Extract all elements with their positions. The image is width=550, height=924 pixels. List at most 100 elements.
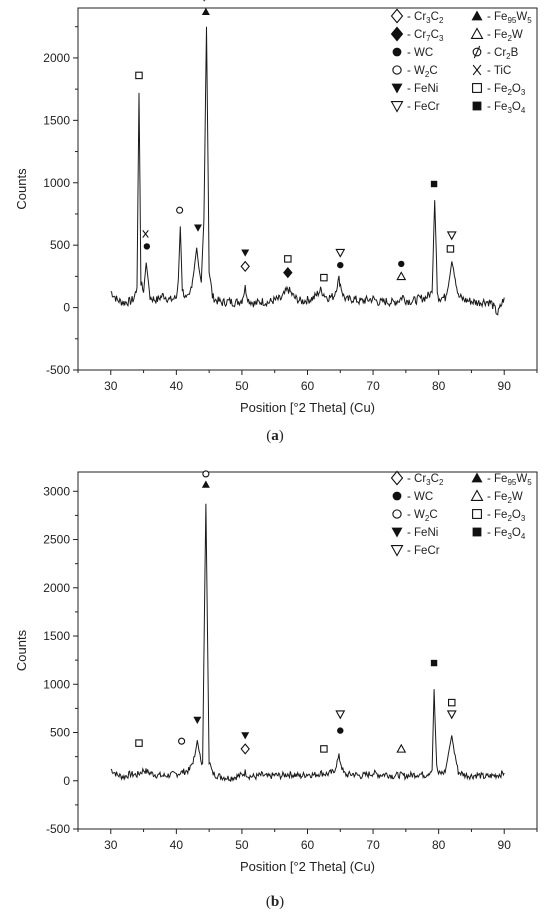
peak-marker-square-open: [446, 245, 455, 253]
legend-symbol-diamond-filled: [390, 26, 404, 42]
caption-a: (a): [266, 428, 284, 444]
peak-marker-tri-down-filled: [193, 716, 202, 724]
peak-marker-tri-down-filled: [241, 249, 250, 257]
legend-symbol-circle-open: [392, 509, 402, 519]
peak-marker-tri-down-open: [446, 231, 457, 241]
legend: - Cr3C2 - Fe95W5 - Cr7C3 - Fe2W - WC - Cr2B - …: [390, 8, 532, 115]
y-tick-label: 2000: [43, 581, 70, 595]
y-tick-label: 3000: [43, 484, 70, 498]
y-tick-label: -500: [46, 363, 70, 377]
legend-symbol-tri-down-filled: [391, 527, 403, 538]
x-tick-label: 40: [170, 379, 184, 393]
peak-marker-tri-up-filled: [201, 480, 210, 488]
legend-entry: - Fe2W: [487, 29, 523, 43]
x-axis-label: Position [°2 Theta] (Cu): [240, 859, 375, 874]
x-tick-label: 30: [104, 838, 118, 852]
legend-entry: - Cr3C2: [407, 11, 444, 25]
legend-symbol-circle-open: [392, 65, 402, 75]
x-tick-label: 70: [366, 379, 380, 393]
diffraction-trace: [110, 26, 505, 316]
peak-marker-tri-down-filled: [241, 732, 250, 740]
y-tick-label: 1500: [43, 113, 70, 127]
legend-entry: - Fe2O3: [487, 83, 526, 97]
peak-marker-tri-down-open: [335, 710, 346, 720]
x-tick-label: 50: [235, 838, 249, 852]
legend-entry: - Cr3C2: [407, 473, 444, 487]
y-tick-label: 1500: [43, 629, 70, 643]
peak-marker-square-open: [448, 698, 456, 707]
peak-marker-circle-filled: [143, 243, 151, 250]
legend: - Cr3C2 - Fe95W5 - WC - Fe2W - W2C - Fe2O3 - F…: [390, 470, 532, 557]
caption-b: (b): [265, 894, 285, 910]
x-axis-label: Position [°2 Theta] (Cu): [240, 400, 375, 415]
peak-marker-slash-circle: [203, 0, 207, 2]
legend-symbol-tri-up-filled: [471, 10, 483, 21]
x-tick-label: 50: [235, 379, 249, 393]
legend-entry: - Fe2W: [487, 491, 523, 505]
chart-panel-a: 30 40 50 60 70 80 90 -500 0 500 1000 1500 2000 Positi…: [0, 0, 550, 455]
peak-marker-tri-up-filled: [201, 7, 210, 15]
legend-entry: - FeCr: [407, 101, 440, 113]
legend-symbol-x: [472, 64, 482, 76]
x-tick-label: 80: [432, 379, 446, 393]
peak-marker-circle-filled: [337, 727, 344, 734]
legend-entry: - W2C: [407, 509, 438, 523]
x-tick-label: 60: [301, 379, 315, 393]
peak-marker-square-open: [135, 71, 143, 80]
y-tick-label: 500: [50, 238, 70, 252]
legend-symbol-tri-down-filled: [391, 83, 403, 94]
peak-marker-square-open: [284, 255, 292, 263]
y-tick-label: 2000: [43, 51, 70, 65]
peak-marker-diamond-filled: [283, 266, 293, 279]
legend-symbol-tri-up-open: [470, 489, 484, 501]
legend-entry: - W2C: [407, 65, 438, 79]
peak-marker-square-open: [135, 739, 143, 747]
legend-symbol-tri-down-open: [390, 545, 404, 557]
legend-symbol-tri-down-open: [390, 101, 404, 113]
peak-marker-tri-down-open: [335, 248, 346, 258]
legend-symbol-diamond-open: [390, 470, 404, 486]
xrd-chart-a: 30 40 50 60 70 80 90 -500 0 500 1000 1500 2000 Positi…: [14, 0, 538, 415]
y-axis-label: Counts: [14, 168, 29, 210]
peak-marker-circle-open: [202, 470, 210, 478]
legend-symbol-square-filled: [472, 527, 482, 537]
x-tick-label: 60: [301, 838, 315, 852]
legend-symbol-square-open: [472, 83, 482, 93]
legend-entry: - Cr2B: [487, 47, 519, 61]
peak-marker-tri-up-open: [396, 743, 407, 753]
peak-marker-circle-filled: [398, 260, 405, 268]
legend-entry: - Fe3O4: [487, 527, 526, 541]
peak-marker-diamond-open: [240, 743, 250, 755]
legend-symbol-circle-filled: [392, 47, 402, 57]
y-tick-label: 1000: [43, 677, 70, 691]
legend-entry: - WC: [407, 47, 433, 59]
y-tick-label: 500: [50, 726, 70, 740]
legend-entry: - Fe2O3: [487, 509, 526, 523]
x-tick-label: 30: [104, 379, 118, 393]
y-tick-label: 1000: [43, 176, 70, 190]
chart-panel-b: 30 40 50 60 70 80 90 -500 0 500 1000 1500 2000 2500 30…: [0, 462, 550, 924]
legend-symbol-square-filled: [472, 101, 482, 111]
legend-symbol-diamond-open: [390, 8, 404, 24]
legend-entry: - Fe95W5: [487, 11, 532, 25]
peak-marker-circle-filled: [337, 261, 344, 269]
y-tick-label: 2500: [43, 533, 70, 547]
x-tick-label: 70: [366, 838, 380, 852]
legend-entry: - Fe95W5: [487, 473, 532, 487]
legend-symbol-square-open: [472, 509, 482, 519]
x-tick-label: 90: [498, 379, 512, 393]
legend-entry: - FeNi: [407, 83, 438, 95]
y-tick-label: -500: [46, 822, 70, 836]
peak-marker-circle-open: [176, 206, 184, 214]
x-tick-label: 90: [498, 838, 512, 852]
peak-marker-x: [142, 230, 149, 238]
peak-marker-square-filled: [430, 659, 438, 667]
legend-entry: - FeCr: [407, 545, 440, 557]
legend-entry: - TiC: [487, 65, 511, 77]
peak-marker-circle-open: [178, 737, 186, 745]
x-tick-label: 40: [170, 838, 184, 852]
legend-symbol-circle-filled: [392, 491, 402, 501]
diffraction-trace: [110, 503, 505, 783]
plot-frame: [77, 7, 538, 371]
legend-symbol-slash-circle: [472, 45, 482, 59]
